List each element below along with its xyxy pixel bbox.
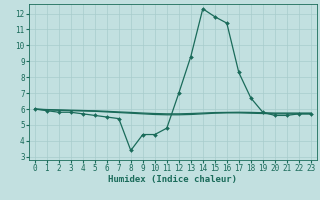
X-axis label: Humidex (Indice chaleur): Humidex (Indice chaleur) (108, 175, 237, 184)
